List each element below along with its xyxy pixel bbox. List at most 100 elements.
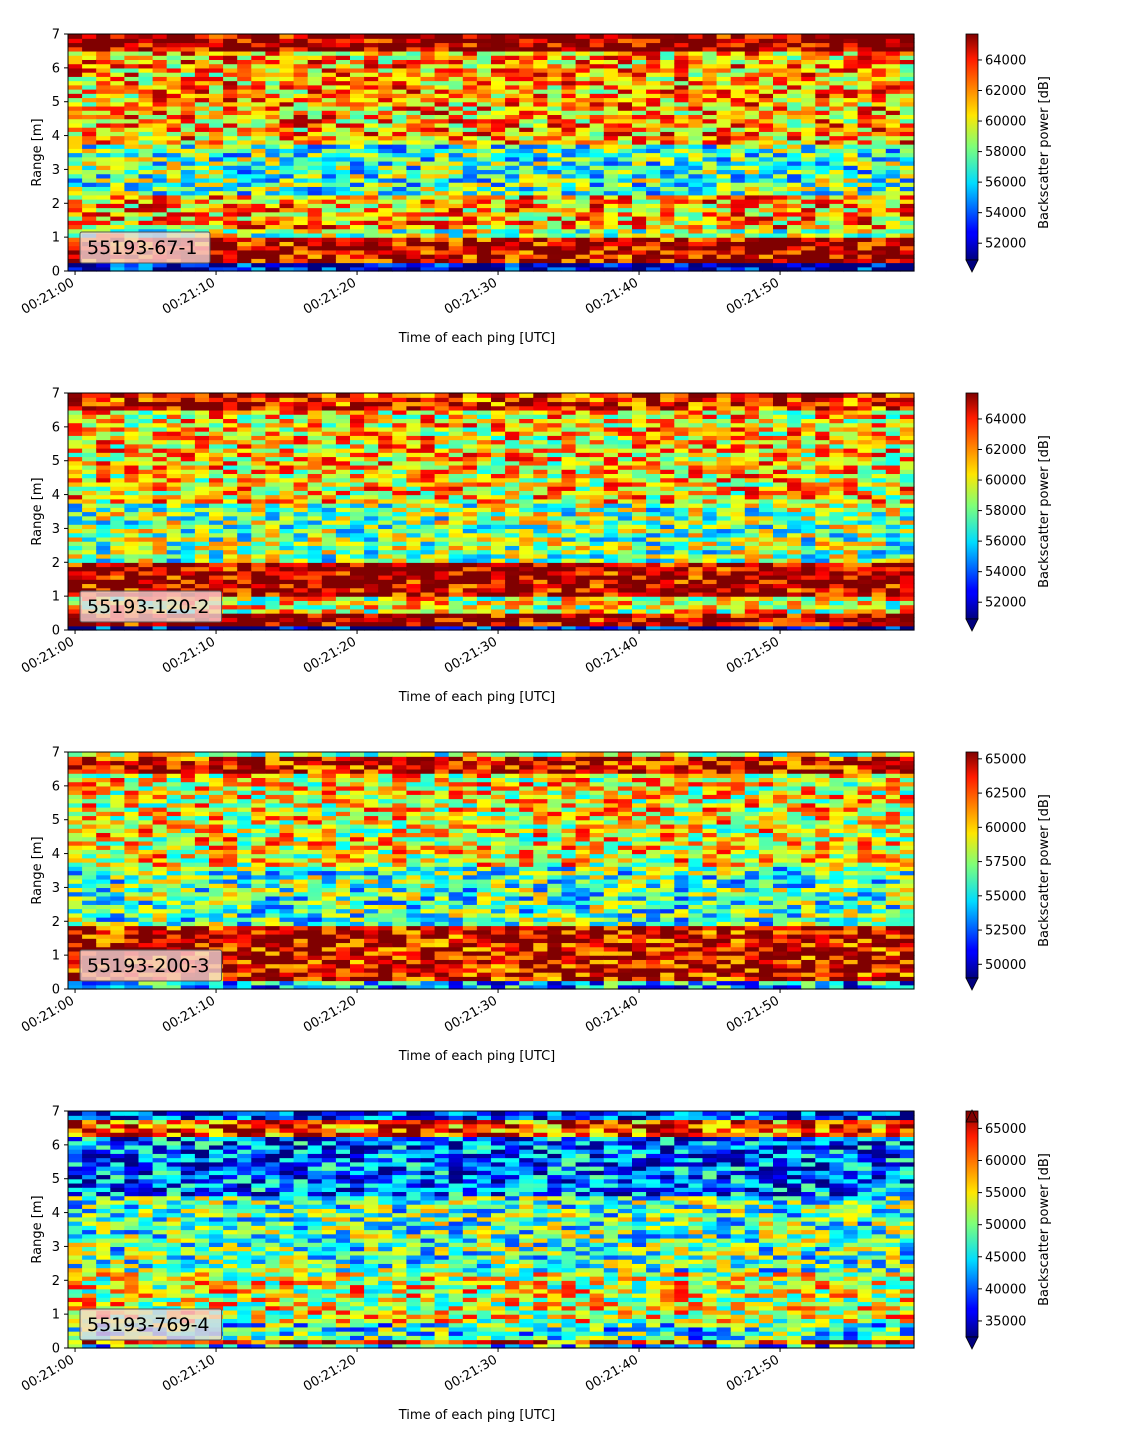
- heatmap-cell: [885, 72, 901, 77]
- heatmap-cell: [110, 469, 125, 475]
- heatmap-cell: [321, 156, 337, 162]
- heatmap-cell: [406, 549, 422, 555]
- heatmap-cell: [899, 63, 915, 69]
- heatmap-cell: [716, 249, 732, 255]
- heatmap-cell: [519, 190, 534, 196]
- heatmap-cell: [575, 207, 591, 213]
- heatmap-cell: [406, 127, 422, 132]
- heatmap-cell: [364, 118, 379, 124]
- heatmap-cell: [476, 211, 492, 217]
- heatmap-cell: [843, 50, 859, 56]
- heatmap-cell: [406, 156, 422, 162]
- heatmap-cell: [194, 431, 210, 436]
- heatmap-cell: [702, 46, 718, 52]
- heatmap-cell: [674, 50, 689, 56]
- heatmap-cell: [758, 59, 774, 65]
- heatmap-cell: [68, 574, 83, 580]
- heatmap-cell: [491, 80, 506, 86]
- heatmap-cell: [744, 169, 760, 175]
- heatmap-cell: [603, 118, 619, 124]
- heatmap-cell: [420, 613, 436, 618]
- heatmap-cell: [279, 258, 295, 264]
- heatmap-cell: [744, 241, 760, 247]
- heatmap-cell: [237, 515, 252, 521]
- heatmap-cell: [364, 72, 379, 77]
- heatmap-cell: [279, 452, 295, 458]
- heatmap-cell: [674, 127, 689, 132]
- heatmap-cell: [96, 135, 111, 141]
- heatmap-cell: [68, 118, 83, 124]
- heatmap-cell: [321, 422, 337, 428]
- heatmap-cell: [561, 207, 577, 213]
- heatmap-cell: [265, 203, 281, 209]
- heatmap-cell: [378, 587, 393, 593]
- heatmap-cell: [617, 190, 633, 196]
- heatmap-cell: [589, 144, 605, 149]
- heatmap-cell: [519, 245, 534, 251]
- heatmap-cell: [420, 587, 436, 593]
- heatmap-cell: [209, 254, 224, 259]
- heatmap-cell: [124, 135, 140, 141]
- heatmap-cell: [96, 507, 111, 513]
- heatmap-cell: [491, 245, 506, 251]
- heatmap-cell: [237, 587, 252, 593]
- heatmap-cell: [350, 570, 365, 576]
- heatmap-cell: [82, 207, 97, 213]
- heatmap-cell: [716, 114, 732, 120]
- heatmap-cell: [744, 127, 760, 132]
- heatmap-cell: [815, 199, 830, 204]
- heatmap-cell: [420, 249, 436, 255]
- heatmap-cell: [758, 249, 774, 255]
- heatmap-cell: [251, 135, 266, 141]
- heatmap-cell: [406, 448, 422, 453]
- heatmap-cell: [519, 186, 534, 192]
- heatmap-cell: [307, 258, 323, 264]
- heatmap-cell: [307, 135, 323, 141]
- heatmap-cell: [787, 34, 802, 39]
- heatmap-cell: [646, 152, 661, 158]
- heatmap-cell: [265, 625, 281, 631]
- heatmap-cell: [166, 405, 182, 411]
- heatmap-cell: [279, 173, 295, 179]
- heatmap-cell: [124, 507, 140, 513]
- heatmap-cell: [406, 76, 422, 82]
- heatmap-cell: [392, 97, 407, 103]
- heatmap-cell: [519, 152, 534, 158]
- heatmap-cell: [462, 63, 478, 69]
- heatmap-cell: [476, 42, 492, 48]
- heatmap-cell: [702, 190, 718, 196]
- heatmap-cell: [730, 169, 746, 175]
- heatmap-cell: [166, 583, 182, 589]
- heatmap-cell: [758, 122, 774, 128]
- heatmap-cell: [448, 574, 464, 580]
- heatmap-cell: [462, 621, 478, 627]
- heatmap-cell: [152, 266, 168, 272]
- heatmap-cell: [843, 46, 859, 52]
- heatmap-cell: [251, 409, 266, 415]
- heatmap-cell: [871, 258, 887, 264]
- heatmap-cell: [321, 59, 337, 65]
- heatmap-cell: [293, 515, 309, 521]
- heatmap-cell: [632, 169, 647, 175]
- heatmap-cell: [716, 254, 732, 259]
- heatmap-cell: [420, 63, 436, 69]
- heatmap-cell: [194, 42, 210, 48]
- heatmap-cell: [152, 93, 168, 99]
- heatmap-cell: [871, 182, 887, 187]
- heatmap-cell: [124, 89, 140, 94]
- heatmap-cell: [82, 42, 97, 48]
- heatmap-cell: [265, 207, 281, 213]
- heatmap-cell: [533, 148, 548, 154]
- heatmap-cell: [110, 76, 125, 82]
- heatmap-cell: [505, 55, 520, 60]
- heatmap-cell: [350, 131, 365, 137]
- heatmap-cell: [251, 591, 266, 597]
- heatmap-cell: [110, 549, 125, 555]
- heatmap-cell: [152, 469, 168, 475]
- heatmap-cell: [279, 498, 295, 504]
- heatmap-cell: [773, 139, 788, 145]
- heatmap-cell: [420, 498, 436, 504]
- heatmap-cell: [773, 173, 788, 179]
- heatmap-cell: [223, 59, 238, 65]
- heatmap-cell: [251, 110, 266, 116]
